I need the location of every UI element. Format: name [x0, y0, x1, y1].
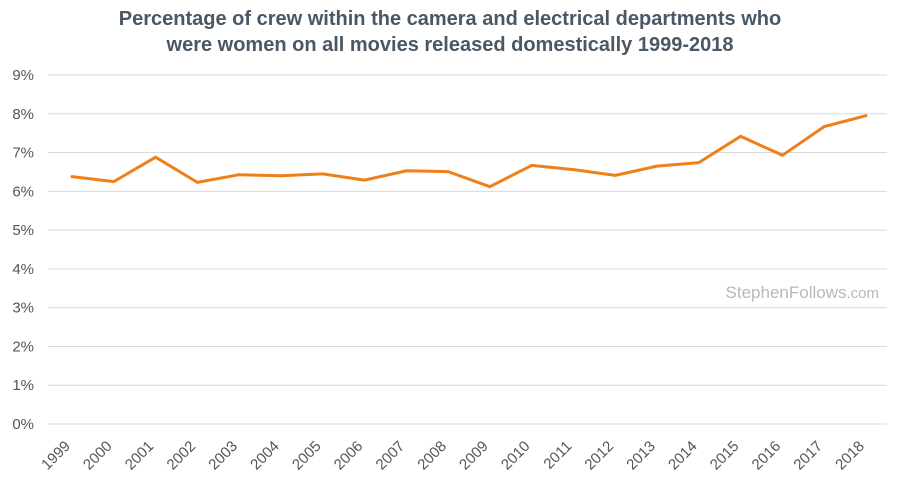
- data-point: [697, 161, 701, 165]
- x-tick-label: 2002: [164, 438, 200, 474]
- data-point: [195, 181, 199, 184]
- chart-title-line-2: were women on all movies released domest…: [166, 34, 734, 56]
- series-layer: [70, 114, 868, 189]
- x-tick-label: 2006: [331, 438, 367, 474]
- x-axis: 1999 2000 2001 2002 2003 2004 2005 2006 2007 2008…: [38, 438, 868, 474]
- x-tick-label: 2000: [80, 438, 116, 474]
- x-tick-label: 2013: [623, 438, 659, 474]
- data-point: [321, 172, 325, 176]
- x-tick-label: 2016: [749, 438, 785, 474]
- x-tick-label: 2008: [414, 438, 450, 474]
- watermark-main: StephenFollows: [726, 283, 847, 302]
- data-point: [864, 114, 868, 118]
- x-tick-label: 2015: [707, 438, 743, 474]
- data-point: [530, 163, 534, 167]
- x-tick-label: 2011: [540, 438, 575, 473]
- data-point: [70, 175, 74, 178]
- data-point: [404, 169, 408, 173]
- y-tick-label: 4%: [12, 261, 34, 278]
- y-tick-label: 8%: [12, 106, 34, 123]
- x-tick-label: 2005: [289, 438, 325, 474]
- data-point: [446, 170, 450, 173]
- data-point: [572, 168, 575, 172]
- y-axis: 0% 1% 2% 3% 4% 5% 6% 7% 8% 9%: [12, 67, 34, 433]
- x-tick-label: 2010: [498, 438, 534, 474]
- data-point: [154, 155, 157, 159]
- x-tick-label: 2004: [247, 438, 283, 474]
- watermark-suffix: .com: [846, 285, 879, 302]
- watermark: StephenFollows.com: [726, 283, 879, 302]
- data-point: [488, 185, 492, 189]
- y-tick-label: 7%: [12, 145, 34, 162]
- x-tick-label: 2017: [790, 438, 826, 474]
- y-tick-label: 3%: [12, 300, 34, 317]
- x-tick-label: 2014: [665, 438, 701, 474]
- data-point: [739, 134, 743, 138]
- data-point: [822, 125, 826, 128]
- x-tick-label: 2003: [205, 438, 241, 474]
- x-tick-label: 2001: [122, 438, 158, 474]
- y-tick-label: 9%: [12, 67, 34, 84]
- series-line: [70, 114, 868, 189]
- y-tick-label: 6%: [12, 183, 34, 200]
- data-point: [279, 174, 283, 178]
- data-point: [655, 164, 659, 168]
- x-tick-label: 2007: [373, 438, 409, 474]
- chart-title-line-1: Percentage of crew within the camera and…: [118, 8, 782, 30]
- y-tick-label: 1%: [12, 377, 34, 394]
- y-tick-label: 5%: [12, 222, 34, 239]
- y-tick-label: 0%: [12, 416, 34, 433]
- y-tick-label: 2%: [12, 338, 34, 355]
- x-tick-label: 1999: [38, 438, 74, 474]
- x-tick-label: 2012: [581, 438, 617, 474]
- data-point: [363, 178, 366, 182]
- data-point: [781, 153, 784, 157]
- x-tick-label: 2018: [832, 438, 868, 474]
- data-point: [237, 173, 241, 177]
- gridlines: [48, 74, 887, 425]
- chart-title: Percentage of crew within the camera and…: [0, 6, 900, 58]
- x-tick-label: 2009: [456, 438, 492, 474]
- data-point: [112, 180, 116, 184]
- data-point: [613, 174, 617, 177]
